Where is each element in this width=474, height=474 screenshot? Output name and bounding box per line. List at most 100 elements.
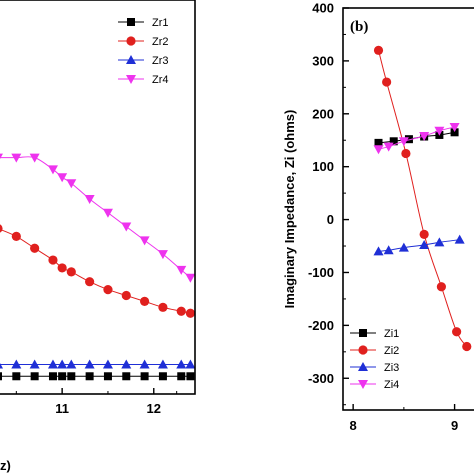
left-point-zr2-1 [11, 231, 21, 241]
left-series-zr1 [0, 372, 195, 381]
left-series-zr2 [0, 224, 195, 318]
right-legend-marker [359, 329, 367, 337]
right-legend-entry-zi2: Zi2 [350, 345, 399, 357]
left-point-zr3-3 [47, 359, 58, 369]
left-point-zr4-7 [102, 208, 113, 218]
left-point-zr4-12 [185, 273, 195, 283]
left-point-zr1-9 [140, 372, 149, 381]
left-axes-frame [0, 0, 196, 395]
left-point-zr3-5 [66, 359, 77, 369]
left-point-zr4-11 [176, 265, 187, 275]
right-y-axis-title: Imaginary Impedance, Zi (ohms) [282, 110, 297, 309]
right-point-zi3-1 [383, 245, 394, 255]
left-point-zr4-10 [157, 250, 168, 260]
left-point-zr3-11 [176, 359, 187, 369]
right-legend-marker [358, 380, 368, 389]
right-point-zi3-5 [454, 234, 465, 244]
left-point-zr3-1 [11, 359, 22, 369]
left-x-axis-title: z) [0, 458, 11, 473]
left-point-zr1-4 [58, 372, 67, 381]
left-point-zr1-11 [177, 372, 186, 381]
right-point-zi1-0 [374, 138, 383, 147]
left-point-zr2-9 [140, 296, 150, 307]
left-point-zr2-12 [185, 308, 195, 318]
left-point-zr1-6 [85, 372, 94, 381]
left-point-zr3-6 [84, 359, 95, 369]
right-point-zi2-1 [382, 77, 392, 87]
right-y-tick-label: 200 [312, 106, 334, 121]
left-point-zr1-12 [186, 372, 195, 381]
right-point-zi4-4 [434, 126, 445, 136]
right-legend-entry-zi4: Zi4 [350, 379, 399, 391]
right-series-zi4 [373, 123, 460, 155]
right-point-zi4-5 [449, 123, 460, 133]
left-point-zr2-0 [0, 224, 3, 233]
right-y-tick-label: 100 [312, 159, 334, 174]
right-point-zi2-5 [452, 327, 462, 337]
right-y-tick-label: -300 [308, 371, 334, 386]
right-point-zi3-4 [434, 237, 445, 247]
left-point-zr1-10 [158, 372, 167, 381]
left-point-zr1-8 [122, 372, 131, 381]
left-legend: Zr1 Zr2 Zr3 Zr4 [118, 17, 169, 86]
right-y-tick-label: 0 [327, 212, 334, 227]
left-point-zr4-0 [0, 153, 3, 160]
right-point-zi2-3 [419, 229, 429, 239]
left-x-tick-label: 11 [55, 401, 69, 416]
left-series-zr4 [0, 153, 195, 283]
left-point-zr4-5 [66, 179, 77, 189]
left-point-zr2-8 [121, 290, 131, 301]
right-legend-label: Zi1 [384, 328, 399, 340]
right-point-zi2-2 [401, 148, 411, 159]
right-legend-entry-zi1: Zi1 [350, 328, 399, 340]
left-legend-marker [126, 75, 136, 84]
right-point-zi1-5 [450, 128, 459, 137]
left-legend-label: Zr4 [152, 74, 169, 86]
left-point-zr4-1 [11, 153, 22, 163]
right-axes-frame [342, 7, 474, 411]
right-point-zi3-3 [419, 239, 430, 249]
left-point-zr1-7 [103, 372, 112, 381]
left-point-zr2-4 [57, 263, 67, 273]
left-legend-entry-zr1: Zr1 [118, 17, 169, 29]
right-point-zi2-0 [373, 45, 384, 55]
right-series-zi3 [373, 234, 465, 256]
left-line-zr2 [0, 228, 191, 314]
left-point-zr3-9 [139, 359, 150, 369]
left-point-zr2-3 [48, 255, 58, 265]
left-point-zr3-4 [57, 359, 68, 369]
left-legend-entry-zr2: Zr2 [118, 36, 169, 48]
left-point-zr4-6 [84, 194, 95, 204]
left-point-zr3-10 [157, 359, 168, 369]
left-point-zr4-8 [121, 222, 132, 232]
left-point-zr3-0 [0, 363, 3, 369]
left-series-zr3 [0, 359, 195, 369]
left-point-zr4-4 [57, 173, 68, 183]
left-point-zr2-11 [176, 306, 186, 316]
left-point-zr2-7 [103, 284, 113, 295]
left-legend-label: Zr1 [152, 17, 169, 29]
right-y-tick-label: 300 [312, 53, 334, 68]
right-line-zi2 [378, 50, 468, 347]
right-legend-label: Zi2 [384, 345, 399, 357]
right-point-zi3-0 [373, 246, 384, 256]
panel-label-b: (b) [350, 19, 368, 35]
right-point-zi2-6 [462, 341, 472, 352]
right-plot-area [373, 45, 472, 352]
left-legend-marker [126, 55, 136, 64]
left-point-zr1-5 [67, 372, 76, 381]
right-series-zi2 [373, 45, 472, 352]
right-point-zi4-2 [398, 137, 409, 147]
left-point-zr4-9 [139, 236, 150, 246]
left-point-zr1-1 [12, 372, 21, 381]
left-point-zr1-2 [30, 372, 39, 381]
left-legend-marker [127, 18, 135, 26]
left-point-zr2-10 [158, 302, 168, 312]
right-legend-entry-zi3: Zi3 [350, 362, 399, 374]
right-point-zi4-0 [373, 145, 384, 155]
left-plot-area [0, 153, 195, 381]
right-point-zi4-1 [383, 142, 394, 152]
left-legend-entry-zr4: Zr4 [118, 74, 169, 86]
